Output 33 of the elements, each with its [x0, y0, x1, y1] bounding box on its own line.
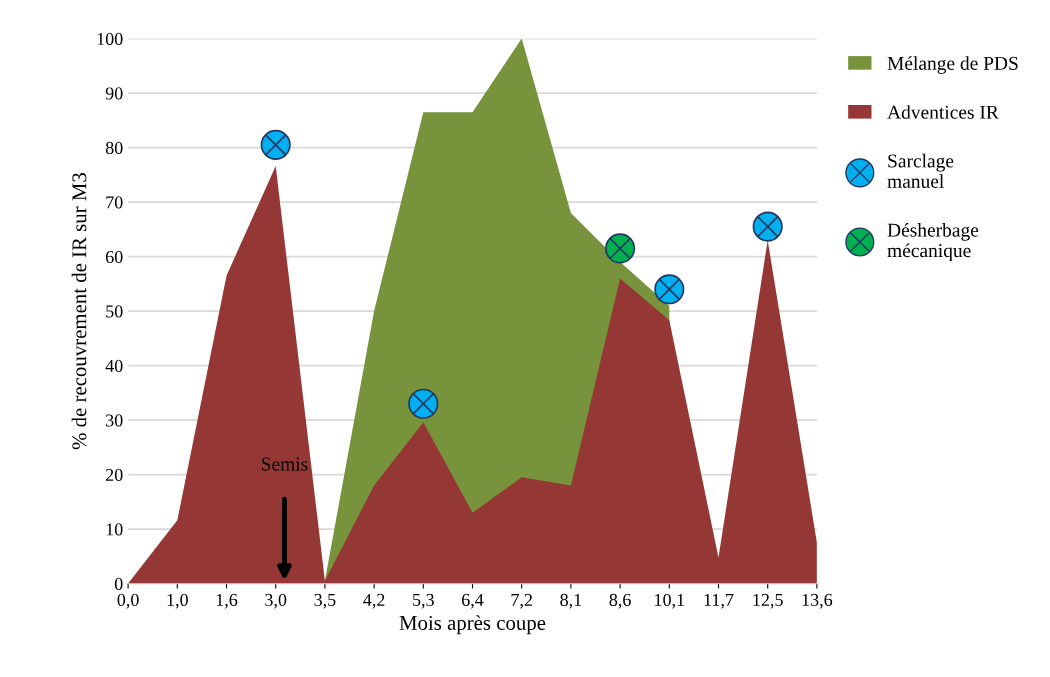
x-tick-label: 8,6 [609, 593, 631, 609]
y-tick-label: 100 [97, 32, 123, 46]
x-tick-label: 11,7 [704, 593, 734, 609]
x-tick-label: 5,3 [413, 593, 434, 609]
x-tick-label: 0,0 [117, 593, 139, 609]
y-tick-label: 50 [106, 305, 123, 318]
x-tick-label: 13,6 [802, 593, 833, 609]
y-tick-label: 90 [105, 87, 123, 100]
y-tick-label: 20 [105, 468, 123, 482]
x-tick-label: 1,6 [216, 593, 238, 609]
annotation: Semis [261, 457, 308, 471]
legend-label: Désherbage mécanique [887, 223, 979, 262]
y-tick-label: 40 [105, 359, 123, 373]
y-tick-label: 0 [114, 577, 123, 591]
x-tick-label: 6,4 [461, 593, 484, 609]
y-tick-label: 80 [105, 141, 123, 155]
x-tick-label: 3,5 [314, 593, 336, 609]
y-axis-title: % de recouvrement de IR sur M3 [71, 173, 87, 450]
x-tick-label: 4,2 [363, 593, 385, 609]
y-tick-label: 30 [106, 414, 123, 427]
x-tick-label: 7,2 [511, 593, 532, 609]
y-tick-label: 60 [105, 250, 123, 264]
y-tick-label: 10 [106, 523, 123, 536]
legend-label: Mélange de PDS [887, 56, 1018, 74]
x-tick-label: 8,1 [560, 593, 582, 609]
y-tick-label: 70 [106, 196, 123, 209]
legend-label: Sarclage manuel [887, 153, 954, 188]
x-tick-label: 1,0 [167, 593, 188, 609]
x-tick-label: 12,5 [753, 593, 783, 609]
x-axis-title: Mois après coupe [399, 615, 546, 635]
x-tick-label: 10,1 [655, 593, 685, 609]
legend-label: Adventices IR [887, 105, 999, 119]
x-tick-label: 3,0 [265, 593, 287, 609]
